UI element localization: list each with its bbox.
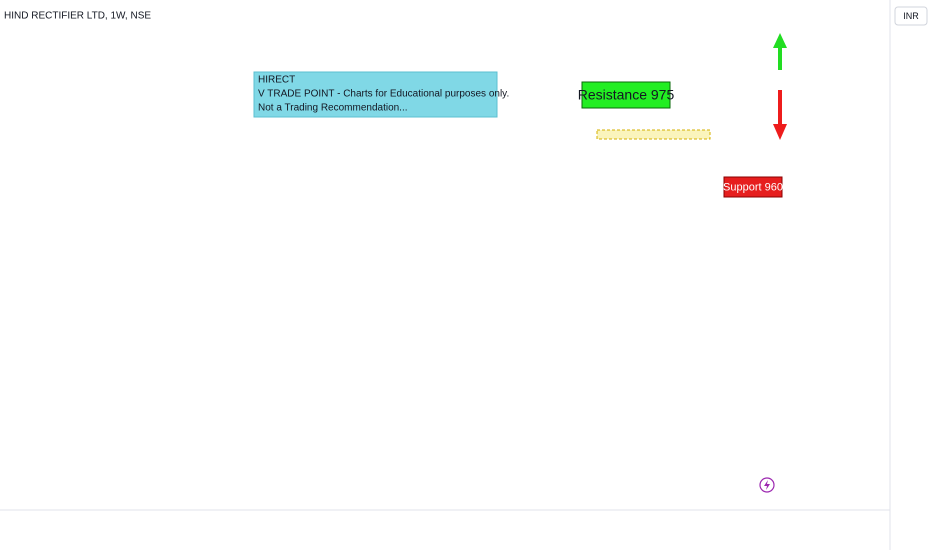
currency-button[interactable] <box>894 6 928 26</box>
annotations: HIRECT V TRADE POINT - Charts for Educat… <box>253 33 787 493</box>
note-line: HIRECT <box>258 75 295 86</box>
support-label: Support 960 <box>723 181 783 193</box>
resistance-zone <box>596 129 711 140</box>
down-arrow <box>773 90 787 140</box>
currency-label[interactable]: INR <box>903 11 919 21</box>
chart-title: HIND RECTIFIER LTD, 1W, NSE <box>4 11 151 22</box>
alert-icon-bolt <box>764 480 770 490</box>
resistance-box <box>581 81 671 109</box>
alert-icon <box>759 477 775 493</box>
resistance-label: Resistance 975 <box>578 87 675 103</box>
note-box <box>253 71 498 118</box>
up-arrow <box>773 33 787 70</box>
support-box <box>723 176 783 198</box>
note-line: V TRADE POINT - Charts for Educational p… <box>258 89 509 100</box>
note-line: Not a Trading Recommendation... <box>258 103 408 114</box>
